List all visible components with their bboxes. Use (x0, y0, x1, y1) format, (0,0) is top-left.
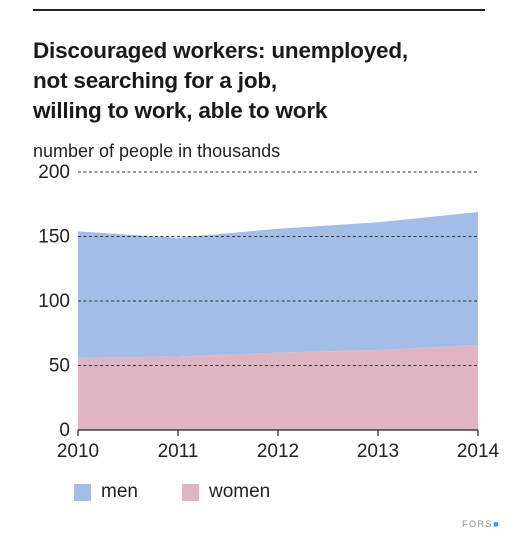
area-men (78, 211, 478, 358)
grid-layer (78, 171, 478, 431)
y-tick-label: 150 (38, 227, 70, 248)
legend: men women (74, 481, 314, 503)
y-tick-label: 50 (49, 356, 70, 377)
source-dot-icon: ■ (493, 519, 500, 529)
y-tick-label: 100 (38, 291, 70, 312)
legend-swatch-women (181, 483, 199, 501)
y-tick-label: 0 (59, 420, 70, 441)
chart-title-line-2: not searching for a job, (33, 68, 277, 93)
area-layer (78, 211, 478, 430)
legend-swatch-men (74, 483, 91, 501)
x-tick-label: 2011 (158, 441, 199, 462)
chart-title-line-1: Discouraged workers: unemployed, (33, 38, 408, 63)
x-tick-label: 2013 (357, 441, 399, 462)
y-tick-layer: 0 50 100 150 200 (38, 162, 70, 441)
chart-title-line-3: willing to work, able to work (33, 98, 328, 123)
legend-item-women: women (181, 481, 271, 503)
x-tick-label: 2012 (257, 441, 299, 462)
x-tick-label: 2014 (457, 441, 500, 462)
x-tick-layer: 2010 2011 2012 2013 2014 (57, 430, 500, 462)
area-women (78, 344, 478, 430)
legend-label-women: women (208, 481, 271, 502)
legend-label-men: men (101, 481, 138, 502)
source-label: FORS (462, 519, 494, 529)
chart-title: Discouraged workers: unemployed, not sea… (33, 36, 503, 126)
title-rule (33, 9, 485, 11)
x-tick-label: 2010 (57, 441, 99, 462)
source-credit: FORS■ (462, 519, 500, 529)
y-axis-label: number of people in thousands (33, 141, 281, 161)
y-tick-label: 200 (38, 162, 70, 183)
legend-item-men: men (74, 481, 138, 503)
